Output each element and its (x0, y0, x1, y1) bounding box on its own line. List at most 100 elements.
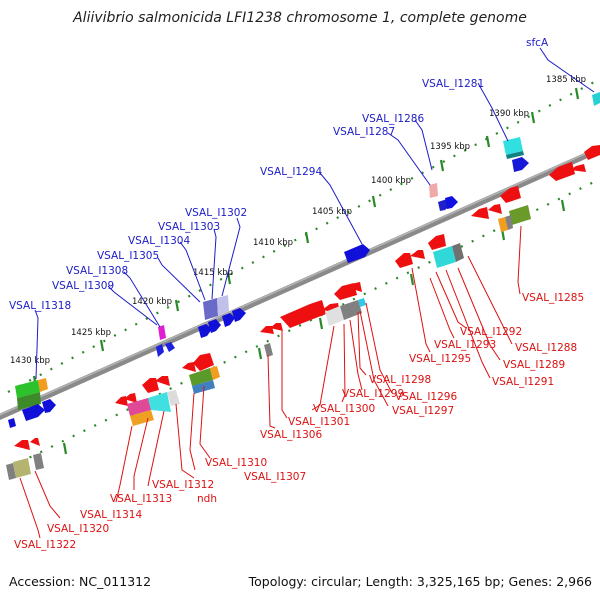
gene-label[interactable]: VSAL_I1309 (52, 280, 114, 292)
tick-label: 1400 kbp (371, 176, 411, 186)
gene-block[interactable] (6, 453, 44, 480)
gene-arrow[interactable] (165, 342, 175, 352)
gene-arrow[interactable] (428, 234, 446, 250)
gene-block[interactable] (433, 243, 464, 268)
gene-block[interactable] (158, 325, 166, 340)
gene-arrow[interactable] (270, 323, 283, 331)
gene-label[interactable]: VSAL_I1281 (422, 78, 484, 90)
tick-label: 1430 kbp (10, 356, 50, 366)
gene-label[interactable]: VSAL_I1298 (369, 374, 431, 386)
gene-label[interactable]: VSAL_I1295 (409, 353, 471, 365)
gene-block[interactable] (429, 183, 438, 198)
gene-arrow[interactable] (471, 207, 489, 219)
gene-label[interactable]: VSAL_I1292 (460, 326, 522, 338)
gene-label[interactable]: VSAL_I1310 (205, 457, 267, 469)
gene-arrow[interactable] (349, 282, 362, 292)
gene-label[interactable]: VSAL_I1320 (47, 523, 109, 535)
gene-block[interactable] (498, 205, 531, 232)
gene-arrow[interactable] (445, 196, 458, 209)
gene-label[interactable]: VSAL_I1287 (333, 126, 395, 138)
gene-label[interactable]: VSAL_I1304 (128, 235, 190, 247)
reverse-gene-labels: VSAL_I1285 VSAL_I1288 VSAL_I1289 VSAL_I1… (14, 292, 584, 551)
outer-scale-line (7, 79, 599, 393)
reverse-leader-lines (19, 225, 522, 539)
gene-label[interactable]: VSAL_I1312 (152, 479, 214, 491)
gene-arrow[interactable] (193, 353, 214, 371)
gene-label[interactable]: VSAL_I1318 (9, 300, 71, 312)
gene-arrow[interactable] (156, 344, 164, 357)
gene-label[interactable]: VSAL_I1297 (392, 405, 454, 417)
gene-arrow[interactable] (549, 162, 575, 181)
gene-arrow[interactable] (8, 418, 16, 428)
gene-label[interactable]: VSAL_I1293 (434, 339, 496, 351)
tick-label: 1385 kbp (546, 75, 586, 85)
gene-block[interactable] (264, 343, 273, 357)
chromosome-backbone (0, 145, 600, 421)
forward-gene-labels: sfcA VSAL_I1281 VSAL_I1286 VSAL_I1287 VS… (9, 37, 549, 312)
gene-label[interactable]: VSAL_I1303 (158, 221, 220, 233)
gene-arrow[interactable] (182, 362, 196, 372)
gene-label[interactable]: VSAL_I1302 (185, 207, 247, 219)
gene-arrow[interactable] (222, 313, 235, 327)
gene-label[interactable]: VSAL_I1314 (80, 509, 142, 521)
tick-label: 1410 kbp (253, 238, 293, 248)
gene-block[interactable] (127, 390, 180, 426)
gene-label[interactable]: VSAL_I1299 (342, 388, 404, 400)
gene-label[interactable]: VSAL_I1286 (362, 113, 424, 125)
gene-arrow[interactable] (570, 164, 586, 172)
gene-arrow[interactable] (155, 376, 170, 386)
gene-arrow[interactable] (280, 300, 326, 328)
gene-block[interactable] (503, 137, 524, 159)
gene-label[interactable]: VSAL_I1305 (97, 250, 159, 262)
gene-arrow[interactable] (124, 393, 137, 403)
gene-arrow[interactable] (592, 92, 600, 106)
scale-tick-labels: 1385 kbp 1390 kbp 1395 kbp 1400 kbp 1405… (10, 75, 586, 366)
gene-arrow[interactable] (208, 319, 221, 333)
gene-label[interactable]: ndh (197, 493, 217, 505)
gene-arrow[interactable] (142, 378, 159, 393)
gene-arrow[interactable] (30, 438, 40, 446)
tick-label: 1420 kbp (132, 297, 172, 307)
tick-label: 1390 kbp (489, 109, 529, 119)
gene-label[interactable]: VSAL_I1322 (14, 539, 76, 551)
gene-label[interactable]: VSAL_I1307 (244, 471, 306, 483)
gene-label[interactable]: VSAL_I1306 (260, 429, 322, 441)
gene-arrow[interactable] (14, 440, 30, 450)
gene-block[interactable] (203, 295, 229, 320)
tick-label: 1395 kbp (430, 142, 470, 152)
gene-arrow[interactable] (500, 186, 521, 203)
accession-text: Accession: NC_011312 (9, 574, 152, 589)
gene-label[interactable]: VSAL_I1289 (503, 359, 565, 371)
forward-leader-lines (34, 47, 595, 380)
gene-arrow[interactable] (584, 145, 600, 160)
inner-track-line (7, 179, 599, 469)
gene-label[interactable]: VSAL_I1296 (395, 391, 457, 403)
gene-label[interactable]: VSAL_I1313 (110, 493, 172, 505)
gene-arrow[interactable] (198, 324, 212, 338)
gene-label[interactable]: VSAL_I1300 (313, 403, 375, 415)
gene-arrow[interactable] (488, 204, 502, 214)
gene-arrow[interactable] (344, 244, 370, 263)
gene-arrow[interactable] (232, 308, 246, 322)
gene-arrow[interactable] (395, 253, 413, 268)
gene-label[interactable]: VSAL_I1308 (66, 265, 128, 277)
figure-title: Aliivibrio salmonicida LFI1238 chromosom… (73, 10, 527, 26)
gene-label[interactable]: VSAL_I1301 (288, 416, 350, 428)
chromosome-backbone-highlight (0, 146, 600, 416)
forward-strand-genes (8, 92, 600, 428)
gene-arrow[interactable] (410, 250, 425, 259)
reverse-strand-genes (6, 145, 600, 480)
genome-summary-text: Topology: circular; Length: 3,325,165 bp… (248, 574, 592, 589)
gene-label[interactable]: VSAL_I1291 (492, 376, 554, 388)
gene-arrow[interactable] (22, 404, 45, 421)
gene-arrow[interactable] (512, 157, 529, 172)
gene-label[interactable]: VSAL_I1288 (515, 342, 577, 354)
tick-label: 1415 kbp (193, 268, 233, 278)
gene-block[interactable] (325, 298, 366, 326)
gene-label[interactable]: VSAL_I1285 (522, 292, 584, 304)
gene-label[interactable]: sfcA (526, 37, 549, 49)
gene-arrow[interactable] (42, 399, 56, 413)
gene-label[interactable]: VSAL_I1294 (260, 166, 322, 178)
